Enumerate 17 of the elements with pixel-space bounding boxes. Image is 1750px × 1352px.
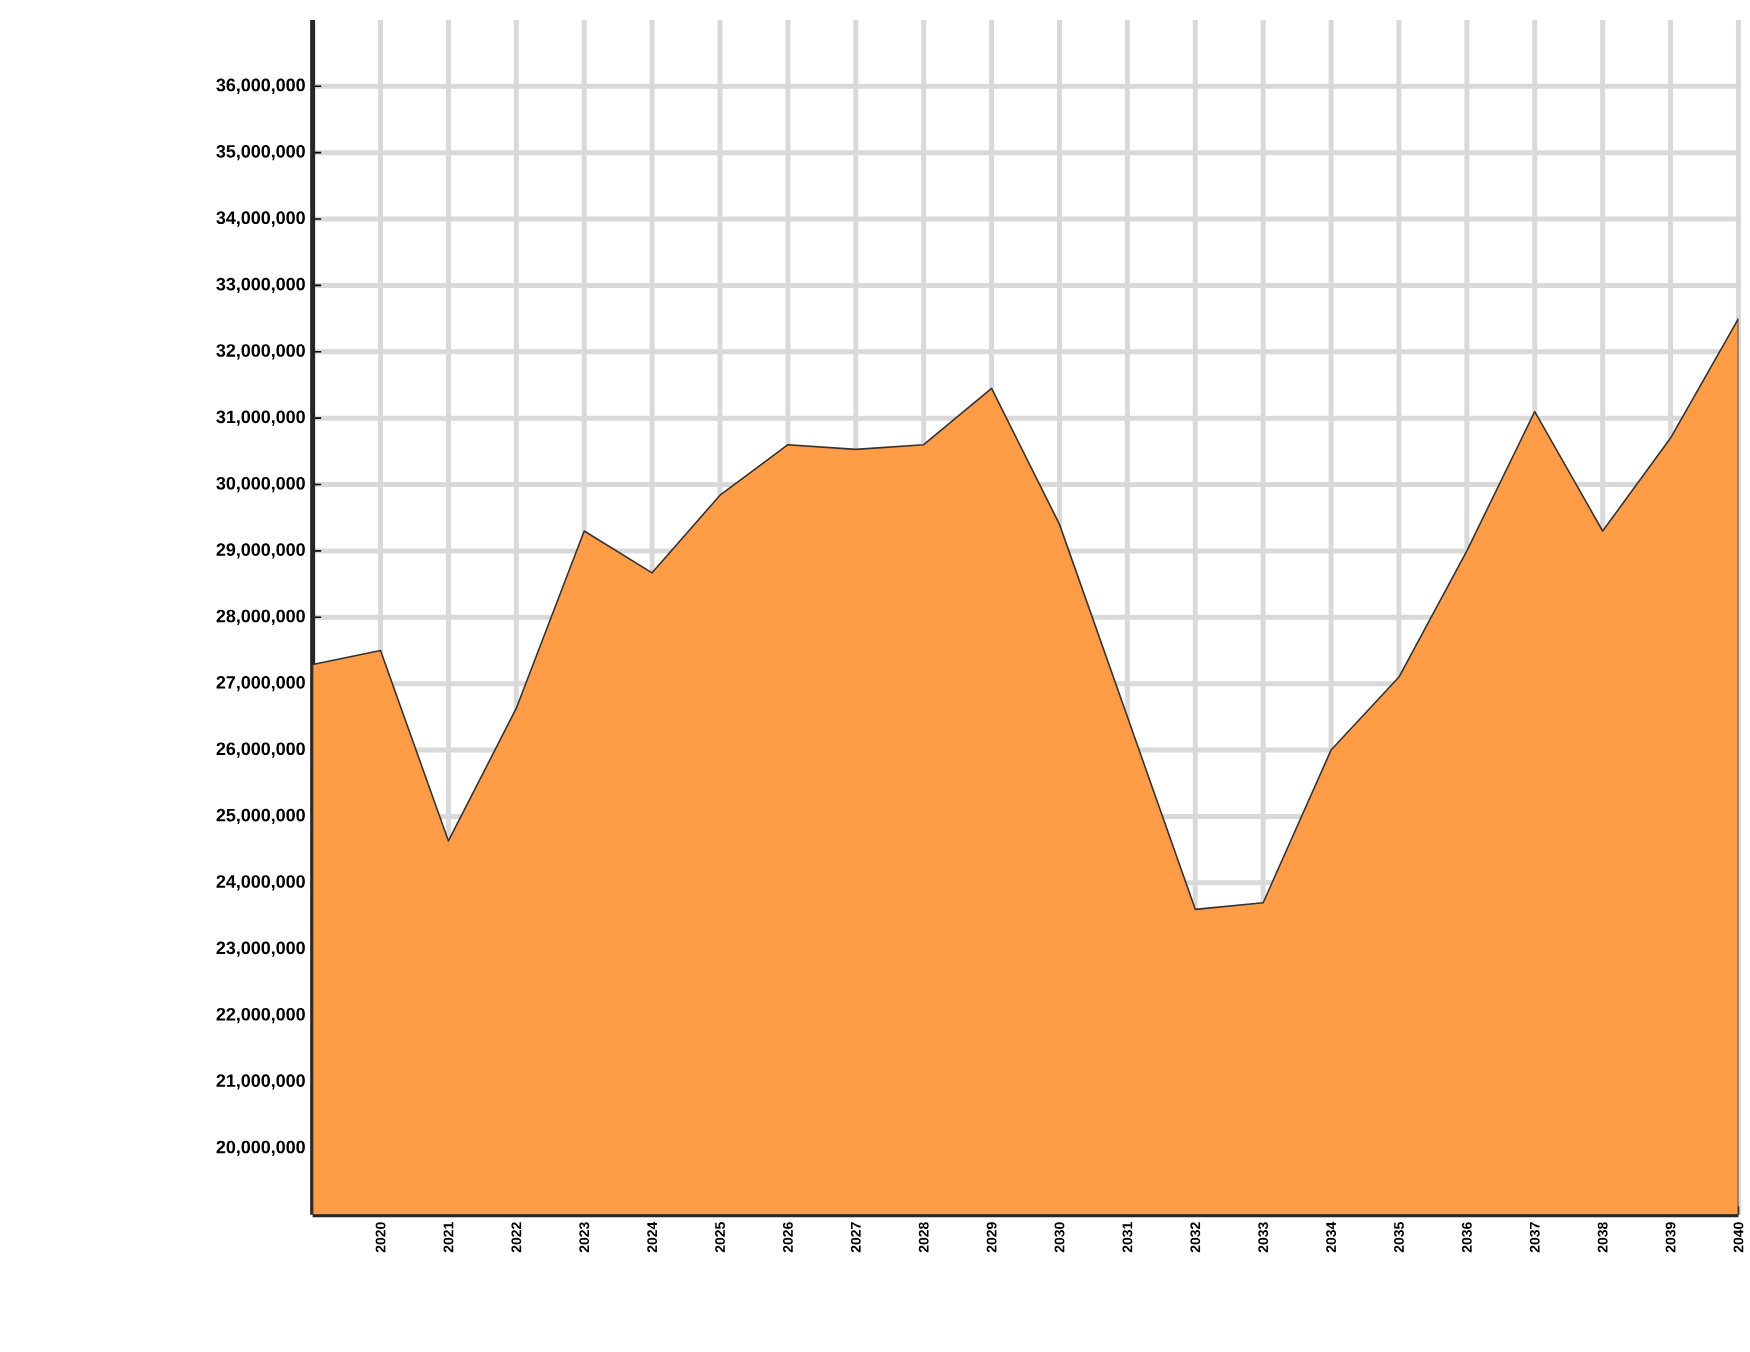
y-tick-label: 25,000,000 bbox=[216, 808, 305, 825]
y-tick-label: 29,000,000 bbox=[216, 543, 305, 559]
y-tick-label: 21,000,000 bbox=[216, 1074, 305, 1090]
y-tick-label: 23,000,000 bbox=[216, 941, 305, 957]
y-tick-label: 22,000,000 bbox=[216, 1007, 305, 1024]
y-tick-label: 35,000,000 bbox=[216, 144, 305, 161]
y-tick-label: 31,000,000 bbox=[216, 410, 305, 426]
y-tick-label: 34,000,000 bbox=[216, 211, 305, 227]
y-tick-label: 28,000,000 bbox=[216, 609, 305, 625]
y-tick-label: 20,000,000 bbox=[216, 1140, 305, 1156]
y-tick-label: 27,000,000 bbox=[216, 675, 305, 692]
y-tick-label: 36,000,000 bbox=[216, 78, 305, 94]
y-tick-label: 32,000,000 bbox=[216, 344, 305, 360]
y-tick-label: 24,000,000 bbox=[216, 875, 305, 891]
y-tick-label: 30,000,000 bbox=[216, 476, 305, 493]
y-tick-label: 33,000,000 bbox=[216, 277, 305, 294]
y-tick-label: 26,000,000 bbox=[216, 742, 305, 758]
